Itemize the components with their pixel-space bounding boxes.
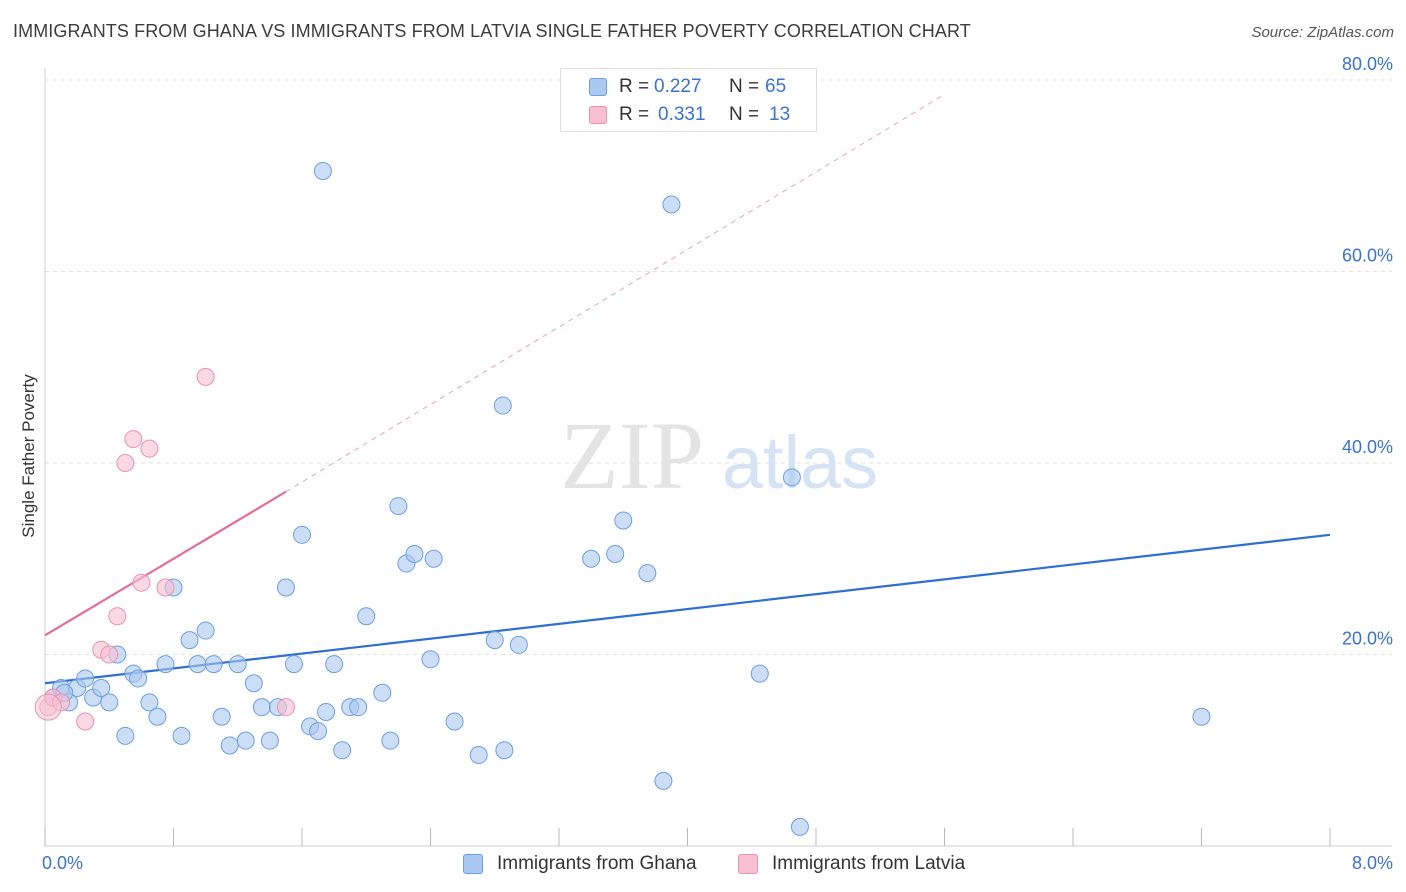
ghana-point bbox=[424, 549, 443, 568]
ghana-point bbox=[662, 195, 681, 214]
latvia-point bbox=[140, 439, 159, 458]
y-tick-label: 40.0% bbox=[1342, 437, 1393, 457]
ghana-point bbox=[349, 698, 368, 717]
ghana-point bbox=[140, 693, 159, 712]
latvia-point bbox=[124, 430, 143, 449]
latvia-point bbox=[108, 607, 127, 626]
ghana-point bbox=[309, 722, 328, 741]
legend-n-label: N = bbox=[729, 76, 760, 97]
ghana-point bbox=[252, 698, 271, 717]
latvia-point bbox=[100, 645, 119, 664]
ghana-point bbox=[204, 655, 223, 674]
latvia-point bbox=[132, 573, 151, 592]
ghana-point bbox=[313, 161, 332, 180]
ghana-point bbox=[284, 655, 303, 674]
latvia-trend-line bbox=[44, 490, 287, 637]
series-legend-label-ghana: Immigrants from Ghana bbox=[497, 853, 697, 874]
ghana-point bbox=[790, 817, 809, 836]
ghana-point bbox=[333, 741, 352, 760]
ghana-point bbox=[180, 631, 199, 650]
ghana-point bbox=[317, 702, 336, 721]
ghana-point bbox=[100, 693, 119, 712]
series-legend-label-latvia: Immigrants from Latvia bbox=[772, 853, 966, 874]
ghana-point bbox=[495, 741, 514, 760]
ghana-point bbox=[129, 669, 148, 688]
ghana-point bbox=[220, 736, 239, 755]
ghana-point bbox=[509, 635, 528, 654]
ghana-point bbox=[293, 525, 311, 544]
ghana-point bbox=[212, 707, 231, 726]
ghana-point bbox=[357, 607, 376, 626]
y-tick-label: 20.0% bbox=[1342, 629, 1393, 649]
source-label: Source: ZipAtlas.com bbox=[1251, 24, 1394, 41]
ghana-point bbox=[405, 544, 424, 563]
ghana-point bbox=[92, 679, 111, 698]
ghana-point bbox=[389, 497, 408, 516]
latvia-point bbox=[276, 698, 295, 717]
x-tick-label: 8.0% bbox=[1352, 853, 1393, 873]
series-legend-swatch-latvia bbox=[738, 854, 758, 874]
legend-n-value: 65 bbox=[765, 76, 787, 97]
ghana-point bbox=[188, 655, 207, 674]
ghana-point bbox=[614, 511, 633, 530]
latvia-trend-extension bbox=[285, 93, 945, 493]
ghana-point bbox=[236, 731, 255, 750]
ghana-point bbox=[654, 771, 673, 790]
ghana-point bbox=[148, 707, 167, 726]
latvia-cluster-point bbox=[34, 693, 62, 721]
ghana-point bbox=[485, 631, 504, 650]
chart-title: IMMIGRANTS FROM GHANA VS IMMIGRANTS FROM… bbox=[13, 21, 971, 41]
ghana-point bbox=[469, 746, 488, 765]
latvia-point bbox=[116, 454, 135, 472]
ghana-point bbox=[373, 683, 392, 702]
x-tick-label: 0.0% bbox=[42, 853, 83, 873]
ghana-point bbox=[1192, 707, 1211, 726]
ghana-point bbox=[325, 655, 344, 674]
legend-n-label: N = bbox=[729, 104, 760, 125]
y-tick-label: 60.0% bbox=[1342, 246, 1393, 266]
latvia-point bbox=[196, 367, 215, 386]
ghana-point bbox=[76, 669, 95, 688]
legend-swatch-ghana bbox=[589, 78, 607, 96]
ghana-point bbox=[260, 731, 279, 750]
ghana-point bbox=[421, 650, 440, 669]
ghana-point bbox=[782, 468, 801, 487]
ghana-point bbox=[116, 726, 135, 745]
ghana-point bbox=[276, 578, 295, 597]
legend-row-ghana: R = 0.227 N = 65 bbox=[561, 73, 816, 101]
ghana-point bbox=[493, 396, 512, 415]
legend-row-latvia: R = 0.331 N = 13 bbox=[561, 101, 816, 129]
ghana-point bbox=[582, 549, 601, 568]
legend-r-value: 0.227 bbox=[654, 76, 702, 97]
legend-r-label: R = bbox=[619, 76, 650, 97]
ghana-point bbox=[196, 621, 215, 640]
legend-n-value: 13 bbox=[769, 104, 791, 125]
series-legend-swatch-ghana bbox=[463, 854, 483, 874]
legend-r-label: R = bbox=[619, 104, 650, 125]
ghana-point bbox=[638, 564, 657, 583]
ghana-point bbox=[228, 655, 247, 674]
ghana-trend-line bbox=[44, 533, 1331, 685]
legend-r-value: 0.331 bbox=[658, 104, 706, 125]
ghana-point bbox=[606, 544, 625, 563]
legend-swatch-latvia bbox=[589, 106, 607, 124]
ghana-point bbox=[750, 664, 769, 683]
ghana-point bbox=[156, 655, 175, 674]
watermark-atlas: atlas bbox=[722, 421, 878, 504]
latvia-point bbox=[156, 578, 175, 597]
y-axis-title: Single Father Poverty bbox=[19, 374, 38, 538]
latvia-point bbox=[76, 712, 95, 731]
y-tick-label: 80.0% bbox=[1342, 54, 1393, 74]
watermark-zip: ZIP bbox=[560, 402, 704, 509]
ghana-point bbox=[244, 674, 263, 693]
ghana-point bbox=[172, 726, 191, 745]
ghana-point bbox=[381, 731, 400, 750]
ghana-point bbox=[445, 712, 464, 731]
stats-legend: R = 0.227 N = 65 R = 0.331 N = 13 bbox=[560, 68, 817, 132]
